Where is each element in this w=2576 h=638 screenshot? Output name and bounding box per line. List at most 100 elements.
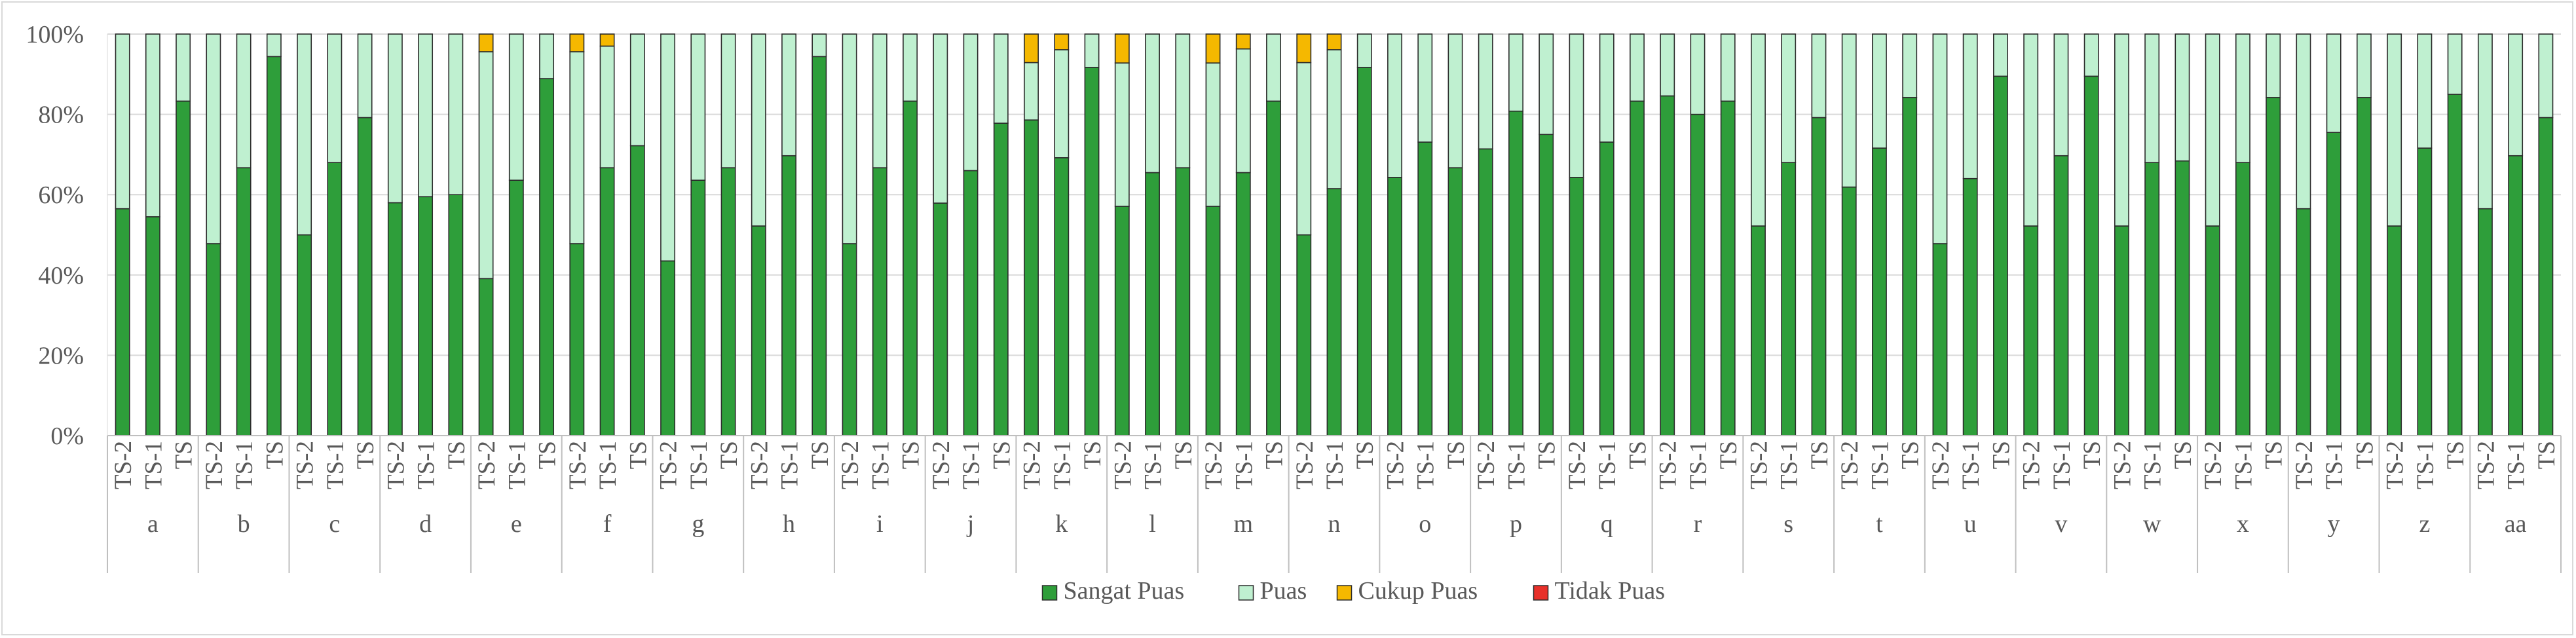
x-subcategory-label: TS	[1715, 441, 1742, 469]
x-subcategory-label: TS-2	[2200, 441, 2227, 489]
bar-segment	[539, 78, 555, 436]
x-group-label: d	[419, 510, 432, 538]
bar-segment	[2114, 33, 2129, 227]
bar-segment	[1720, 100, 1736, 436]
bar-segment	[629, 145, 645, 436]
bar-segment	[1024, 119, 1039, 436]
x-subcategory-label: TS	[1806, 441, 1833, 469]
x-group-label: n	[1328, 510, 1341, 538]
x-subcategory-label: TS-1	[1322, 441, 1349, 489]
bar-segment	[1478, 33, 1493, 150]
bar-segment	[1569, 33, 1584, 178]
bar-segment	[842, 243, 857, 436]
bar-segment	[1539, 33, 1554, 136]
bar-segment	[2175, 160, 2190, 436]
bar-segment	[115, 208, 130, 436]
x-subcategory-label: TS	[2442, 441, 2469, 469]
bar-segment	[206, 33, 221, 244]
x-subcategory-label: TS	[2170, 441, 2197, 469]
x-subcategory-label: TS-1	[1594, 441, 1621, 489]
x-subcategory-label: TS	[988, 441, 1015, 469]
x-subcategory-label: TS-2	[2019, 441, 2045, 489]
bar-segment	[1054, 49, 1070, 159]
x-subcategory-label: TS-2	[1382, 441, 1409, 489]
bar-segment	[1175, 33, 1191, 168]
x-subcategory-label: TS	[1897, 441, 1924, 469]
x-group-label: o	[1419, 510, 1431, 538]
bar-segment	[872, 33, 887, 168]
x-subcategory-label: TS-2	[474, 441, 500, 489]
bar-segment	[1811, 117, 1827, 436]
x-group-label: t	[1876, 510, 1883, 538]
bar-segment	[1417, 141, 1433, 436]
bar-segment	[266, 56, 282, 436]
x-subcategory-label: TS-2	[746, 441, 773, 489]
x-subcategory-label: TS-2	[928, 441, 955, 489]
y-tick-label: 80%	[38, 102, 84, 129]
x-group-label: i	[876, 510, 884, 538]
x-subcategory-label: TS	[2533, 441, 2560, 469]
bar-segment	[2023, 33, 2039, 227]
x-subcategory-label: TS	[716, 441, 743, 469]
bar-segment	[599, 45, 615, 168]
bar-segment	[963, 33, 979, 172]
bar-segment	[1356, 33, 1372, 68]
bar-segment	[145, 33, 160, 217]
x-subcategory-label: TS-2	[1201, 441, 1227, 489]
bar-segment	[236, 33, 252, 168]
legend-label: Tidak Puas	[1555, 577, 1666, 605]
bar-segment	[660, 260, 676, 436]
bar-segment	[1720, 33, 1736, 102]
x-subcategory-label: TS-1	[958, 441, 985, 489]
x-group-label: v	[2055, 510, 2067, 538]
x-group-label: y	[2328, 510, 2340, 538]
x-subcategory-label: TS-2	[2109, 441, 2136, 489]
bar-segment	[629, 33, 645, 147]
bar-segment	[1387, 177, 1402, 436]
bar-segment	[2477, 208, 2493, 436]
bar-segment	[1145, 172, 1160, 436]
bar-segment	[2447, 33, 2463, 95]
x-subcategory-label: TS	[1624, 441, 1651, 469]
bar-segment	[1599, 141, 1615, 436]
bar-segment	[720, 167, 736, 436]
bar-segment	[478, 278, 494, 436]
bar-segment	[599, 33, 615, 47]
bar-segment	[2175, 33, 2190, 162]
x-subcategory-label: TS-2	[837, 441, 864, 489]
bar-segment	[720, 33, 736, 168]
bar-segment	[2326, 132, 2342, 436]
bar-segment	[2387, 33, 2402, 227]
bar-segment	[812, 33, 827, 58]
bar-segment	[1417, 33, 1433, 143]
bar-segment	[2235, 162, 2250, 436]
bar-segment	[418, 196, 434, 436]
bar-segment	[1296, 33, 1312, 64]
x-subcategory-label: TS-2	[1564, 441, 1591, 489]
bar-segment	[993, 122, 1009, 436]
x-group-label: u	[1964, 510, 1977, 538]
bar-segment	[1205, 33, 1221, 64]
bar-segment	[539, 33, 555, 79]
x-group-label: z	[2419, 510, 2430, 538]
legend-label: Sangat Puas	[1064, 577, 1185, 605]
bar-segment	[1872, 147, 1887, 436]
bar-segment	[781, 155, 796, 436]
legend-label: Cukup Puas	[1358, 577, 1478, 605]
bar-segment	[963, 170, 979, 436]
bar-segment	[1054, 33, 1070, 50]
x-subcategory-label: TS-1	[1413, 441, 1440, 489]
bar-segment	[2296, 33, 2311, 210]
x-group-label: j	[966, 510, 975, 538]
bar-segment	[812, 56, 827, 436]
bar-segment	[145, 216, 160, 436]
bar-segment	[297, 33, 312, 236]
bar-segment	[387, 33, 403, 204]
x-group-label: h	[783, 510, 795, 538]
bar-segment	[1205, 62, 1221, 207]
x-group-label: s	[1783, 510, 1793, 538]
x-subcategory-label: TS-1	[322, 441, 349, 489]
x-subcategory-label: TS-1	[1958, 441, 1985, 489]
bar-segment	[1024, 33, 1039, 64]
bar-segment	[1356, 67, 1372, 436]
